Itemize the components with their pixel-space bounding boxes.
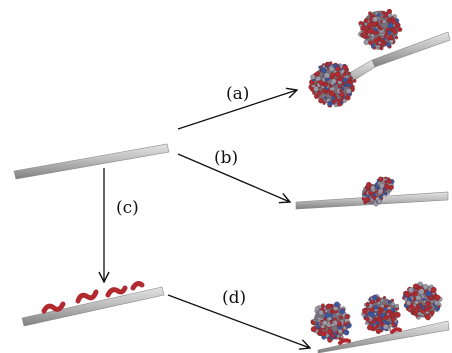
arrow-d — [167, 294, 310, 348]
protein-cluster-icon — [361, 294, 401, 335]
product-d — [310, 281, 450, 353]
red-linker-molecule-icon — [338, 338, 351, 345]
protein-cluster-icon — [402, 281, 443, 321]
label-d: (d) — [222, 288, 246, 308]
nanotube-c — [21, 286, 165, 327]
red-linker-molecule-icon — [75, 289, 99, 304]
protein-cluster-icon — [310, 301, 352, 343]
red-linker-molecule-icon — [41, 301, 66, 314]
arrow-a — [177, 90, 297, 130]
red-linker-molecule-icon — [390, 327, 402, 334]
product-c — [21, 281, 165, 327]
label-c: (c) — [116, 198, 139, 218]
product-a — [308, 8, 451, 108]
product-b — [295, 176, 449, 210]
arrow-b — [177, 153, 290, 202]
label-b: (b) — [214, 148, 238, 168]
protein-cluster-icon — [374, 176, 395, 196]
nanotube-segment-a-long — [371, 31, 451, 68]
protein-cluster-icon — [358, 8, 403, 51]
source-nanotube — [13, 143, 170, 180]
protein-cluster-icon — [308, 61, 357, 108]
red-linker-molecule-icon — [130, 281, 145, 291]
nanotube-d — [317, 320, 450, 353]
red-linker-molecule-icon — [105, 285, 128, 298]
label-a: (a) — [226, 84, 249, 104]
